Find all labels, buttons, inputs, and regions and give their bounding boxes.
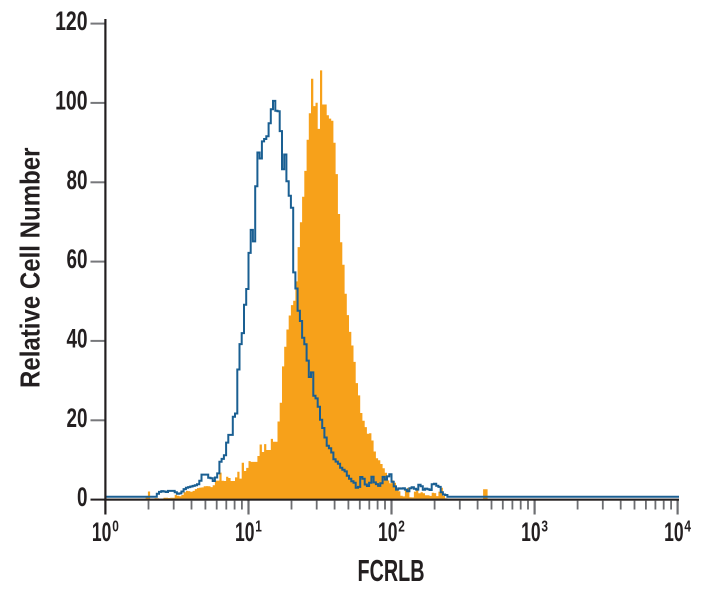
- svg-text:0: 0: [77, 482, 88, 512]
- svg-text:10: 10: [235, 517, 255, 547]
- svg-text:4: 4: [684, 519, 691, 536]
- svg-text:Relative Cell Number: Relative Cell Number: [15, 147, 46, 388]
- svg-text:10: 10: [664, 517, 684, 547]
- svg-text:100: 100: [55, 85, 87, 115]
- svg-text:40: 40: [67, 323, 88, 353]
- svg-text:3: 3: [541, 519, 548, 536]
- svg-text:60: 60: [67, 244, 88, 274]
- svg-text:1: 1: [255, 519, 262, 536]
- svg-text:2: 2: [398, 519, 405, 536]
- svg-text:FCRLB: FCRLB: [358, 553, 425, 588]
- svg-text:10: 10: [521, 517, 541, 547]
- svg-text:10: 10: [378, 517, 398, 547]
- svg-text:10: 10: [92, 517, 112, 547]
- svg-text:20: 20: [67, 403, 88, 433]
- svg-text:120: 120: [55, 6, 87, 36]
- svg-text:0: 0: [112, 519, 119, 536]
- svg-text:80: 80: [67, 165, 88, 195]
